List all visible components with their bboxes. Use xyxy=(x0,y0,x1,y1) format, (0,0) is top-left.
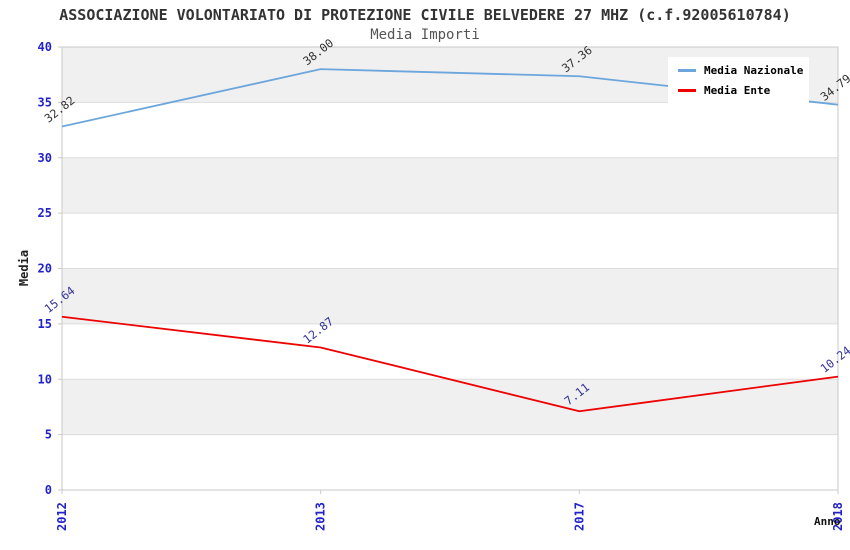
y-tick-label: 0 xyxy=(45,483,52,497)
y-tick-label: 20 xyxy=(38,262,52,276)
y-tick-label: 5 xyxy=(45,428,52,442)
y-tick-label: 35 xyxy=(38,95,52,109)
x-axis-title: Anno xyxy=(814,515,841,528)
y-tick-label: 25 xyxy=(38,206,52,220)
x-tick-label: 2017 xyxy=(572,502,586,531)
legend-swatch-nazionale-icon xyxy=(678,69,696,72)
y-tick-label: 10 xyxy=(38,372,52,386)
plot-band xyxy=(62,323,838,380)
chart-title: ASSOCIAZIONE VOLONTARIATO DI PROTEZIONE … xyxy=(59,6,791,24)
legend-label-nazionale: Media Nazionale xyxy=(704,64,804,77)
legend-swatch-ente-icon xyxy=(678,89,696,92)
legend-label-ente: Media Ente xyxy=(704,84,771,97)
series-line xyxy=(61,315,839,413)
y-tick-label: 15 xyxy=(38,317,52,331)
plot-band xyxy=(62,213,838,269)
plot-band xyxy=(62,434,838,490)
y-tick-label: 40 xyxy=(38,40,52,54)
x-tick-label: 2012 xyxy=(55,502,69,531)
legend-item-media-nazionale: Media Nazionale xyxy=(678,64,809,77)
legend: Media Nazionale Media Ente xyxy=(668,57,809,104)
x-tick-label: 2018 xyxy=(831,502,845,531)
plot-band xyxy=(62,268,838,324)
plot-band xyxy=(62,102,838,158)
plot-band xyxy=(62,157,838,214)
plot-band xyxy=(62,379,838,435)
legend-item-media-ente: Media Ente xyxy=(678,84,809,97)
y-axis-title: Media xyxy=(17,249,31,287)
y-tick-label: 30 xyxy=(38,151,52,165)
chart-subtitle: Media Importi xyxy=(370,27,480,43)
x-tick-label: 2013 xyxy=(314,502,328,531)
